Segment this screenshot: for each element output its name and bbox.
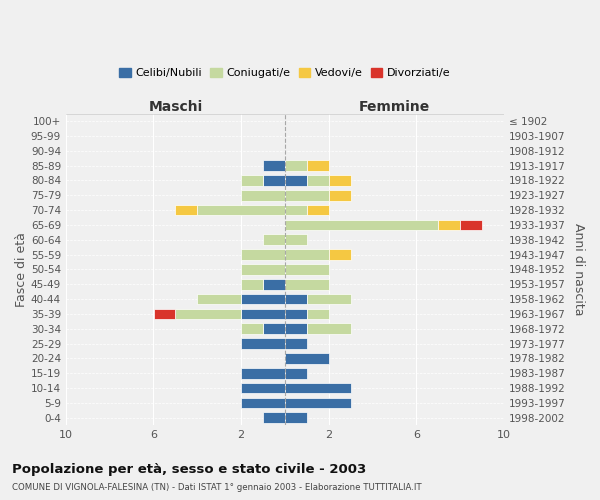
Bar <box>241 338 285 349</box>
Bar <box>241 382 285 394</box>
Bar <box>241 279 263 289</box>
Bar <box>263 324 285 334</box>
Bar <box>285 220 438 230</box>
Bar <box>241 175 263 186</box>
Bar <box>460 220 482 230</box>
Text: Maschi: Maschi <box>148 100 203 114</box>
Bar <box>175 308 241 320</box>
Bar <box>438 220 460 230</box>
Bar <box>263 412 285 423</box>
Bar <box>285 160 307 171</box>
Text: Femmine: Femmine <box>359 100 430 114</box>
Bar <box>285 324 307 334</box>
Bar <box>285 250 329 260</box>
Bar <box>241 308 285 320</box>
Bar <box>285 205 307 216</box>
Bar <box>285 338 307 349</box>
Bar <box>285 412 307 423</box>
Bar <box>329 190 350 200</box>
Bar <box>285 308 307 320</box>
Bar <box>307 175 329 186</box>
Bar <box>241 190 285 200</box>
Y-axis label: Anni di nascita: Anni di nascita <box>572 223 585 316</box>
Bar <box>241 324 263 334</box>
Legend: Celibi/Nubili, Coniugati/e, Vedovi/e, Divorziati/e: Celibi/Nubili, Coniugati/e, Vedovi/e, Di… <box>115 63 455 82</box>
Y-axis label: Fasce di età: Fasce di età <box>15 232 28 307</box>
Bar <box>285 234 307 245</box>
Bar <box>241 250 285 260</box>
Bar <box>285 368 307 378</box>
Bar <box>285 175 307 186</box>
Bar <box>307 324 350 334</box>
Bar <box>197 205 285 216</box>
Bar <box>285 190 329 200</box>
Bar <box>307 294 350 304</box>
Bar <box>307 205 329 216</box>
Bar <box>263 234 285 245</box>
Bar <box>285 398 350 408</box>
Bar <box>197 294 241 304</box>
Bar <box>241 398 285 408</box>
Bar <box>285 264 329 275</box>
Bar <box>285 279 329 289</box>
Bar <box>329 175 350 186</box>
Bar <box>307 308 329 320</box>
Bar <box>263 175 285 186</box>
Bar <box>329 250 350 260</box>
Bar <box>285 353 329 364</box>
Bar <box>285 294 307 304</box>
Bar <box>241 264 285 275</box>
Bar <box>241 294 285 304</box>
Bar <box>285 382 350 394</box>
Bar <box>241 368 285 378</box>
Bar <box>263 160 285 171</box>
Bar <box>175 205 197 216</box>
Bar <box>263 279 285 289</box>
Text: Popolazione per età, sesso e stato civile - 2003: Popolazione per età, sesso e stato civil… <box>12 462 366 475</box>
Bar <box>154 308 175 320</box>
Text: COMUNE DI VIGNOLA-FALESINA (TN) - Dati ISTAT 1° gennaio 2003 - Elaborazione TUTT: COMUNE DI VIGNOLA-FALESINA (TN) - Dati I… <box>12 482 422 492</box>
Bar <box>307 160 329 171</box>
